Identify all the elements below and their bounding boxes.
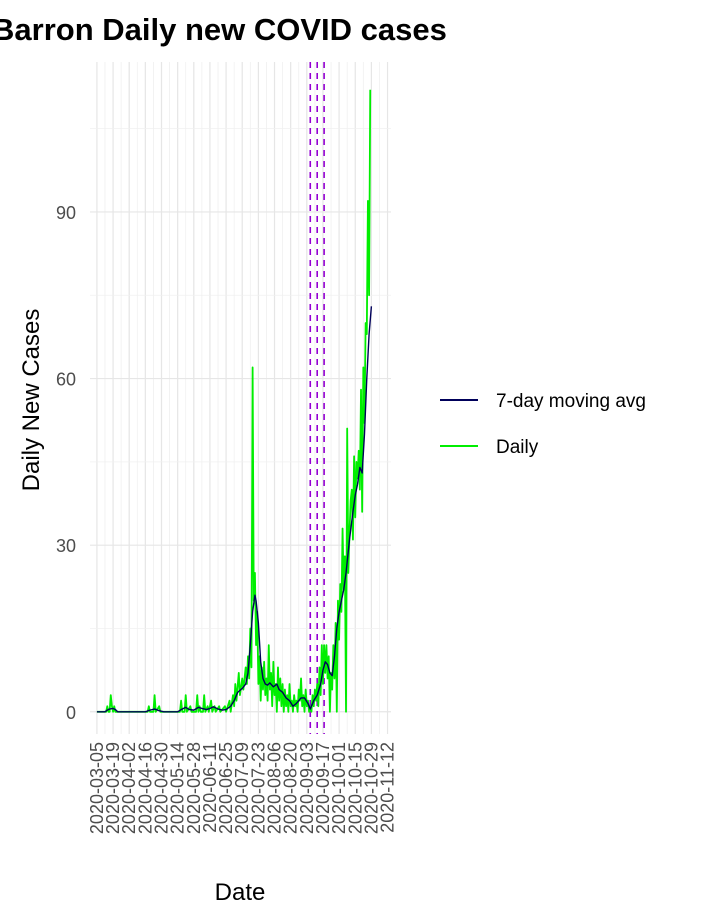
x-tick-label: 2020-04-02	[119, 742, 139, 834]
series-group	[96, 89, 373, 713]
y-tick-label: 90	[56, 203, 76, 223]
x-tick-label: 2020-05-28	[184, 742, 204, 834]
x-tick-label: 2020-05-14	[168, 742, 188, 834]
x-tick-label: 2020-04-16	[135, 742, 155, 834]
y-tick-labels: 0 30 60 90	[56, 203, 76, 723]
x-axis-title: Date	[215, 879, 266, 906]
y-axis-title: Daily New Cases	[18, 309, 45, 492]
chart-title: Barron Daily new COVID cases	[0, 12, 447, 47]
x-tick-label: 2020-06-11	[200, 742, 220, 833]
x-tick-label: 2020-03-05	[87, 742, 107, 834]
y-tick-label: 0	[66, 703, 76, 723]
legend-label: Daily	[496, 437, 539, 458]
x-tick-label: 2020-08-06	[265, 742, 285, 834]
x-tick-label: 2020-07-09	[232, 742, 252, 834]
legend: 7-day moving avg Daily	[440, 391, 646, 458]
x-tick-label: 2020-09-03	[297, 742, 317, 834]
grid	[90, 62, 391, 734]
y-tick-label: 30	[56, 536, 76, 556]
y-tick-label: 60	[56, 370, 76, 390]
x-tick-label: 2020-10-29	[361, 742, 381, 834]
x-tick-label: 2020-03-19	[103, 742, 123, 834]
x-tick-label: 2020-10-01	[329, 742, 349, 834]
x-tick-label: 2020-07-23	[248, 742, 268, 834]
reference-lines	[309, 62, 325, 734]
x-tick-label: 2020-04-30	[152, 742, 172, 834]
x-tick-label: 2020-11-12	[378, 742, 398, 833]
moving-avg-series-line	[96, 306, 373, 713]
x-tick-label: 2020-06-25	[216, 742, 236, 834]
daily-series-line	[96, 89, 372, 713]
legend-label: 7-day moving avg	[496, 391, 646, 412]
x-tick-label: 2020-10-15	[345, 742, 365, 834]
x-tick-label: 2020-08-20	[281, 742, 301, 834]
x-tick-label: 2020-09-17	[313, 742, 333, 834]
x-tick-labels: 2020-03-052020-03-192020-04-022020-04-16…	[87, 742, 398, 834]
